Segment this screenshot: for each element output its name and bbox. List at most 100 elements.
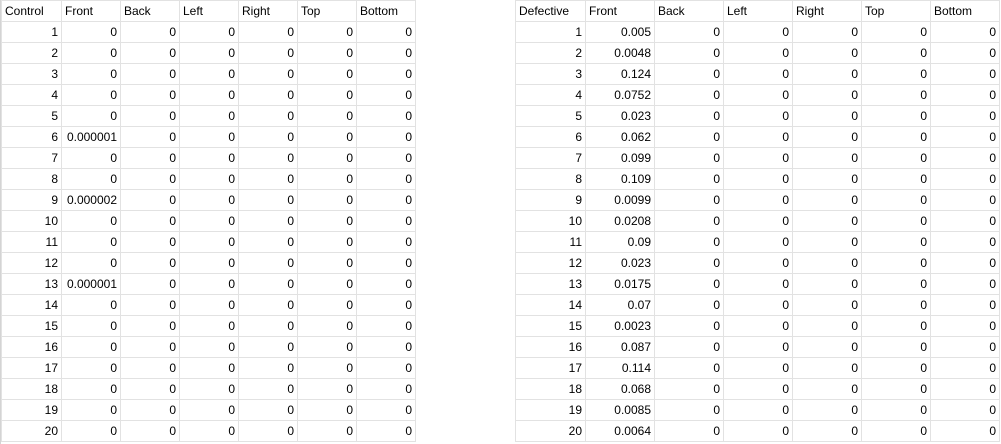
defective-cell[interactable]: 0 — [930, 63, 1000, 85]
defective-cell[interactable]: 0 — [723, 357, 793, 379]
control-cell[interactable]: 0 — [120, 105, 180, 127]
control-cell[interactable]: 0 — [356, 294, 416, 316]
control-cell[interactable]: 0 — [356, 378, 416, 400]
control-cell[interactable]: 0 — [120, 273, 180, 295]
defective-cell[interactable]: 7 — [515, 147, 586, 169]
defective-cell[interactable]: 0 — [930, 294, 1000, 316]
control-cell[interactable]: 0 — [61, 252, 121, 274]
defective-cell[interactable]: 9 — [515, 189, 586, 211]
defective-cell[interactable]: 0 — [792, 21, 862, 43]
defective-cell[interactable]: 0.068 — [585, 378, 655, 400]
defective-cell[interactable]: 0 — [792, 315, 862, 337]
control-cell[interactable]: 11 — [1, 231, 62, 253]
defective-cell[interactable]: 18 — [515, 378, 586, 400]
defective-cell[interactable]: 15 — [515, 315, 586, 337]
defective-cell[interactable]: 0 — [930, 105, 1000, 127]
control-cell[interactable]: 0 — [297, 168, 357, 190]
defective-cell[interactable]: 0 — [861, 189, 931, 211]
control-cell[interactable]: 7 — [1, 147, 62, 169]
control-cell[interactable]: 0 — [238, 147, 298, 169]
control-cell[interactable]: 0 — [120, 399, 180, 421]
control-header-cell[interactable]: Bottom — [356, 0, 416, 22]
control-cell[interactable]: 0 — [297, 273, 357, 295]
control-cell[interactable]: 0 — [297, 315, 357, 337]
control-cell[interactable]: 0 — [120, 126, 180, 148]
control-cell[interactable]: 0 — [238, 420, 298, 442]
defective-cell[interactable]: 19 — [515, 399, 586, 421]
control-cell[interactable]: 0 — [297, 126, 357, 148]
defective-cell[interactable]: 0 — [792, 273, 862, 295]
defective-cell[interactable]: 0 — [930, 399, 1000, 421]
defective-cell[interactable]: 0 — [861, 126, 931, 148]
defective-cell[interactable]: 0 — [792, 336, 862, 358]
control-cell[interactable]: 0 — [238, 126, 298, 148]
defective-cell[interactable]: 0.062 — [585, 126, 655, 148]
control-cell[interactable]: 0 — [61, 315, 121, 337]
defective-cell[interactable]: 0 — [861, 63, 931, 85]
defective-cell[interactable]: 0 — [654, 420, 724, 442]
control-cell[interactable]: 0 — [179, 252, 239, 274]
defective-cell[interactable]: 0 — [654, 42, 724, 64]
defective-cell[interactable]: 0 — [930, 168, 1000, 190]
control-cell[interactable]: 0 — [120, 231, 180, 253]
defective-cell[interactable]: 0 — [723, 378, 793, 400]
control-cell[interactable]: 0 — [61, 147, 121, 169]
defective-cell[interactable]: 0 — [723, 420, 793, 442]
defective-cell[interactable]: 4 — [515, 84, 586, 106]
defective-cell[interactable]: 0.023 — [585, 105, 655, 127]
defective-header-cell[interactable]: Front — [585, 0, 655, 22]
control-cell[interactable]: 0 — [297, 105, 357, 127]
control-cell[interactable]: 0 — [238, 357, 298, 379]
control-cell[interactable]: 0 — [179, 42, 239, 64]
defective-cell[interactable]: 0 — [792, 210, 862, 232]
defective-cell[interactable]: 0.0048 — [585, 42, 655, 64]
defective-cell[interactable]: 0.0099 — [585, 189, 655, 211]
defective-cell[interactable]: 0 — [723, 273, 793, 295]
defective-cell[interactable]: 0 — [723, 294, 793, 316]
defective-cell[interactable]: 0 — [654, 147, 724, 169]
defective-header-cell[interactable]: Right — [792, 0, 862, 22]
control-cell[interactable]: 0 — [238, 315, 298, 337]
control-cell[interactable]: 0.000001 — [61, 273, 121, 295]
control-cell[interactable]: 2 — [1, 42, 62, 64]
control-cell[interactable]: 0 — [61, 84, 121, 106]
defective-cell[interactable]: 0 — [930, 252, 1000, 274]
defective-cell[interactable]: 0 — [861, 147, 931, 169]
defective-cell[interactable]: 2 — [515, 42, 586, 64]
defective-cell[interactable]: 0 — [930, 42, 1000, 64]
control-cell[interactable]: 0 — [179, 273, 239, 295]
defective-cell[interactable]: 0.005 — [585, 21, 655, 43]
defective-cell[interactable]: 16 — [515, 336, 586, 358]
control-cell[interactable]: 0 — [297, 294, 357, 316]
defective-cell[interactable]: 0 — [792, 126, 862, 148]
control-cell[interactable]: 0 — [356, 147, 416, 169]
control-cell[interactable]: 0 — [356, 399, 416, 421]
control-cell[interactable]: 0 — [179, 189, 239, 211]
defective-cell[interactable]: 0 — [930, 315, 1000, 337]
control-cell[interactable]: 0 — [297, 420, 357, 442]
control-cell[interactable]: 0 — [61, 231, 121, 253]
control-cell[interactable]: 1 — [1, 21, 62, 43]
defective-cell[interactable]: 0 — [792, 42, 862, 64]
control-cell[interactable]: 0 — [356, 420, 416, 442]
control-cell[interactable]: 0 — [179, 147, 239, 169]
control-cell[interactable]: 0 — [120, 189, 180, 211]
defective-cell[interactable]: 10 — [515, 210, 586, 232]
control-cell[interactable]: 0 — [356, 357, 416, 379]
control-cell[interactable]: 5 — [1, 105, 62, 127]
control-cell[interactable]: 0 — [179, 84, 239, 106]
defective-cell[interactable]: 0 — [792, 231, 862, 253]
defective-cell[interactable]: 0.099 — [585, 147, 655, 169]
control-cell[interactable]: 0 — [120, 378, 180, 400]
defective-cell[interactable]: 0 — [654, 273, 724, 295]
defective-cell[interactable]: 0 — [930, 357, 1000, 379]
control-cell[interactable]: 0 — [179, 63, 239, 85]
defective-cell[interactable]: 0 — [861, 84, 931, 106]
defective-cell[interactable]: 0 — [723, 231, 793, 253]
control-cell[interactable]: 8 — [1, 168, 62, 190]
control-cell[interactable]: 0 — [356, 210, 416, 232]
defective-cell[interactable]: 0.0023 — [585, 315, 655, 337]
control-header-cell[interactable]: Left — [179, 0, 239, 22]
control-cell[interactable]: 0 — [297, 63, 357, 85]
control-cell[interactable]: 13 — [1, 273, 62, 295]
